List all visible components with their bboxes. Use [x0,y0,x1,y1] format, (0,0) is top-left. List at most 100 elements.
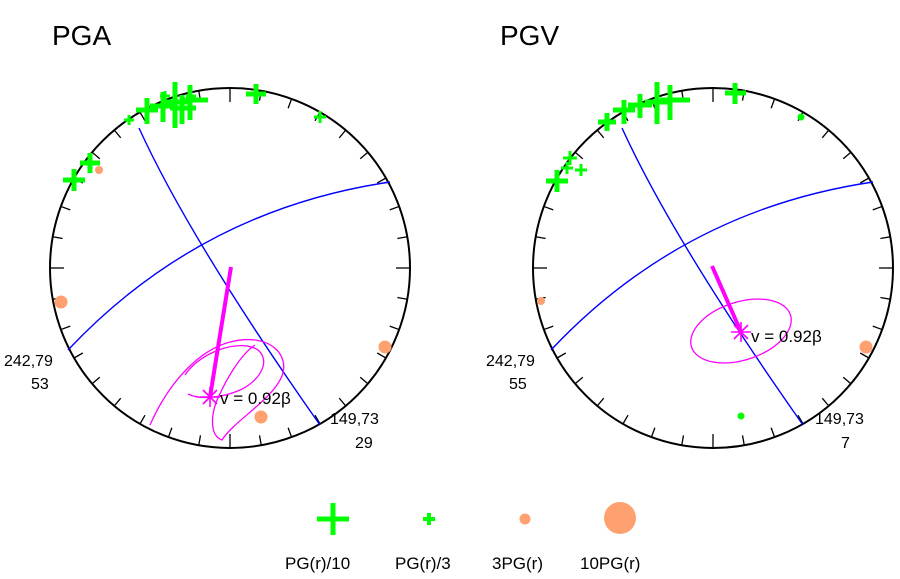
azimuth-tick [359,151,369,160]
azimuth-tick [842,151,852,160]
azimuth-tick [821,397,830,407]
small-dot-icon [797,113,805,121]
azimuth-tick [741,435,745,446]
azimuth-tick [338,397,347,407]
small-dot-icon [737,412,745,420]
large-plus-icon [546,170,568,192]
large-plus-icon [660,85,690,120]
azimuth-tick [556,352,567,359]
legend: PG(r)/10 PG(r)/3 3PG(r) 10PG(r) [285,502,640,573]
azimuth-tick [167,427,173,438]
large-plus-icon [598,113,616,131]
stereonet-pga [49,87,411,449]
azimuth-tick [376,352,387,359]
legend-item-pg-r-10: PG(r)/10 [285,503,350,573]
large-plus-icon [170,95,196,124]
azimuth-tick [859,352,870,359]
rupture-vector-arrow [710,265,743,333]
pg-dots-pga [54,166,392,424]
azimuth-tick [859,177,870,184]
right-plane-value-pga: 29 [355,435,373,452]
azimuth-tick [389,325,400,331]
large-plus-icon [317,503,349,535]
nodal-plane-242 [67,181,391,351]
legend-label: 3PG(r) [492,554,543,573]
azimuth-tick [338,129,347,139]
legend-item-3pg-r: 3PG(r) [492,513,543,573]
left-plane-strike-dip-pga: 242,79 [4,353,53,370]
small-plus-icon [186,91,196,101]
azimuth-tick [622,414,629,425]
panel-pga: PGA [4,20,411,452]
small-plus-icon [423,513,435,525]
azimuth-tick [842,376,852,385]
azimuth-tick [198,435,202,446]
azimuth-tick [543,325,554,331]
azimuth-tick [359,376,369,385]
large-plus-icon [180,85,208,120]
legend-item-10pg-r: 10PG(r) [580,502,640,573]
small-plus-icon [575,164,587,176]
azimuth-tick [797,414,804,425]
right-plane-strike-dip-pga: 149,73 [330,411,379,428]
small-plus-icon [314,111,326,123]
rupture-vector-arrow [208,266,233,398]
stereonet-pgv [532,87,894,449]
rupture-uncertainty-contour [690,298,792,364]
large-plus-icon [613,100,635,124]
large-plus-icon [628,94,652,118]
panel-title-pga: PGA [52,20,111,51]
azimuth-tick [139,414,146,425]
azimuth-tick [650,427,656,438]
left-plane-value-pgv: 55 [509,376,527,393]
panel-pgv: PGV [486,20,894,452]
azimuth-tick [872,325,883,331]
azimuth-tick [543,205,554,211]
azimuth-tick [73,352,84,359]
small-dot-icon [519,513,531,525]
azimuth-tick [596,129,605,139]
azimuth-tick [574,151,584,160]
azimuth-tick [397,296,408,300]
small-plus-icon [561,162,573,174]
azimuth-ticks [50,88,410,448]
nodal-plane-149 [621,127,804,426]
large-dot-icon [54,295,68,309]
azimuth-tick [113,397,122,407]
large-plus-icon [246,84,266,104]
azimuth-tick [880,296,891,300]
legend-label: PG(r)/10 [285,554,350,573]
azimuth-tick [821,129,830,139]
azimuth-tick [91,151,101,160]
legend-label: PG(r)/3 [395,554,451,573]
rupture-vector-asterisk [200,387,220,407]
azimuth-tick [314,414,321,425]
azimuth-tick [91,376,101,385]
pg-crosses-pga [63,82,326,191]
velocity-label-pgv: v = 0.92β [751,327,822,346]
pg-crosses-pgv [546,82,805,420]
nodal-plane-149 [138,127,321,426]
left-plane-value-pga: 53 [31,376,49,393]
left-plane-strike-dip-pgv: 242,79 [486,353,535,370]
azimuth-tick [52,236,63,240]
small-plus-icon [124,115,134,125]
azimuth-tick [258,435,262,446]
azimuth-tick [574,376,584,385]
azimuth-tick [60,205,71,211]
large-dot-icon [859,340,873,354]
azimuth-tick [139,111,146,122]
small-plus-icon [563,151,577,165]
large-plus-icon [63,169,85,191]
azimuth-tick [397,236,408,240]
legend-item-pg-r-3: PG(r)/3 [395,513,451,573]
large-plus-icon [136,98,158,124]
large-dot-icon [254,410,268,424]
rupture-vector-asterisk [731,322,751,342]
right-plane-strike-dip-pgv: 149,73 [815,411,864,428]
azimuth-tick [681,435,685,446]
azimuth-tick [596,397,605,407]
azimuth-tick [60,325,71,331]
small-dot-icon [95,166,103,174]
